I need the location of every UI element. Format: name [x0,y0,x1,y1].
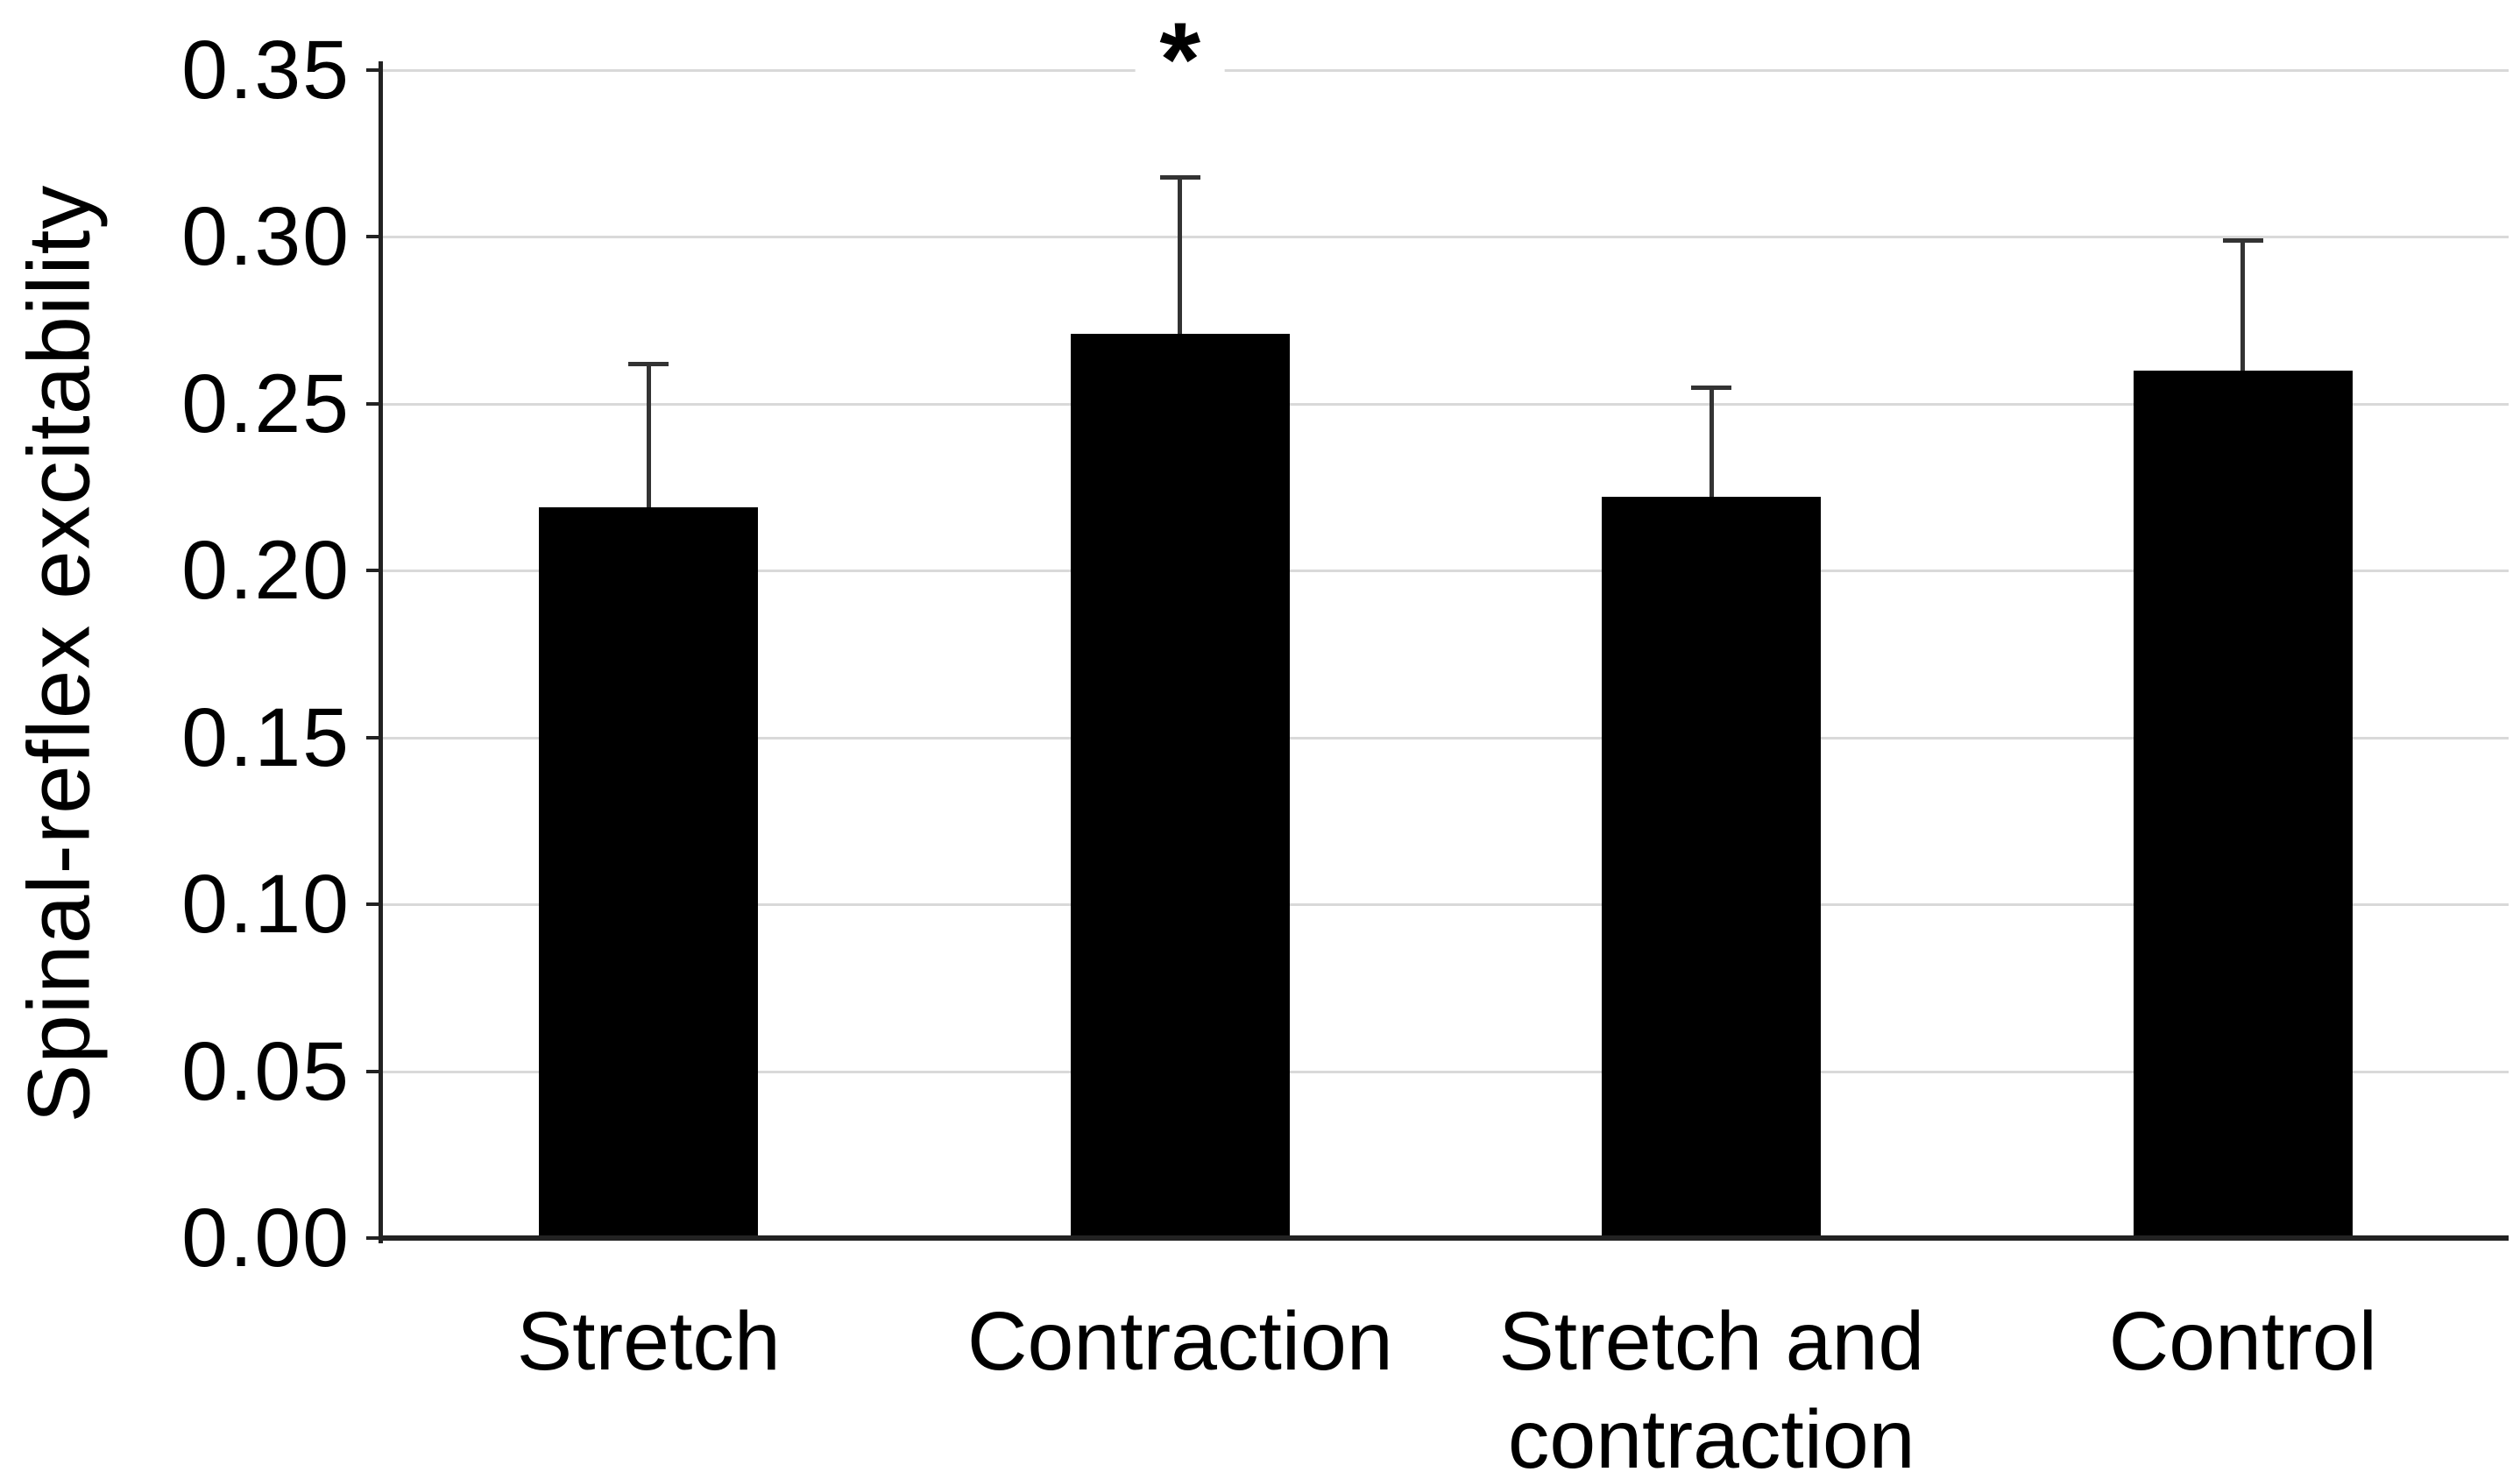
x-axis-label-contraction: Contraction [966,1295,1393,1388]
x-axis-label-control: Control [2108,1295,2377,1388]
error-bar-cap-stretch [628,362,669,367]
error-bar-cap-control [2222,238,2263,244]
gridline [383,69,2509,72]
y-tick [366,902,379,907]
y-axis-title: Spinal-reflex excitability [10,184,109,1123]
y-tick [366,735,379,740]
bar-stretch-and-contraction [1602,497,1822,1238]
bar-control [2133,370,2353,1238]
y-tick-label-0.35: 0.35 [181,24,350,117]
bar-stretch [539,506,759,1238]
gridline [383,736,2509,740]
error-bar-cap-stretch-and-contraction [1691,385,1732,390]
y-tick-label-0.20: 0.20 [181,524,350,618]
y-tick [366,1069,379,1073]
gridline [383,1070,2509,1073]
y-tick-label-0.10: 0.10 [181,858,350,952]
error-bar-whisker-contraction [1178,176,1183,334]
error-bar-cap-contraction [1159,174,1200,180]
plot-area [366,61,2509,1243]
gridline [383,903,2509,907]
y-tick-label-0.25: 0.25 [181,357,350,450]
x-axis-label-stretch: Stretch [516,1295,781,1388]
x-axis-label-stretch-and-contraction: Stretch and contraction [1498,1295,1925,1479]
error-bar-whisker-stretch-and-contraction [1709,386,1714,498]
y-tick [366,569,379,573]
y-axis-line [379,61,383,1243]
gridline [383,402,2509,406]
y-tick-label-0.30: 0.30 [181,190,350,284]
y-tick-label-0.05: 0.05 [181,1024,350,1118]
y-tick-label-0.00: 0.00 [181,1192,350,1284]
significance-asterisk: * [1135,7,1226,112]
y-tick [366,235,379,239]
error-bar-whisker-control [2240,240,2246,371]
gridline [383,236,2509,239]
gridline [383,570,2509,573]
y-tick-label-0.15: 0.15 [181,690,350,784]
bar-contraction [1070,333,1290,1238]
y-tick [366,401,379,406]
y-tick [366,1236,379,1240]
y-tick [366,68,379,72]
x-axis-line [379,1235,2509,1241]
error-bar-whisker-stretch [646,364,651,507]
